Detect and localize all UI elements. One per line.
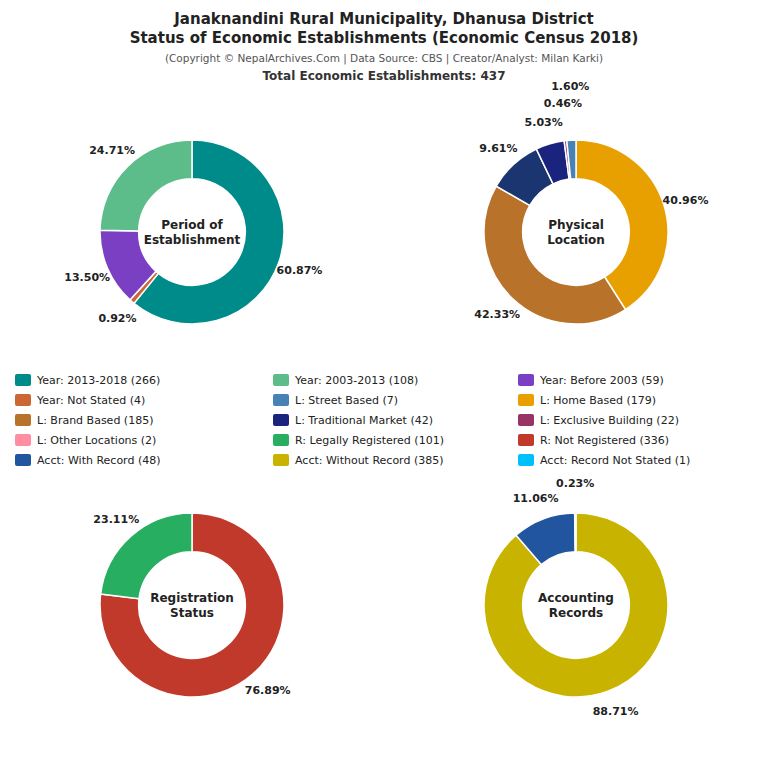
legend-swatch [273,434,289,446]
legend-swatch [273,454,289,466]
donut-slice [575,513,576,552]
data-label: 1.60% [551,80,589,93]
donut-center-label: Period ofEstablishment [144,218,241,247]
legend-label: R: Not Registered (336) [540,434,669,447]
annotation: Total Economic Establishments: 437 [263,69,506,83]
legend-swatch [15,394,31,406]
donut-slice [536,141,569,184]
legend-swatch [518,454,534,466]
donut-center-label: AccountingRecords [538,591,614,620]
data-label: 40.96% [663,194,709,207]
legend-label: L: Home Based (179) [540,394,656,407]
data-label: 23.11% [93,513,139,526]
donut-chart: Period ofEstablishment 60.87% 0.92% 13.50% 2… [64,140,322,325]
data-label: 24.71% [89,144,135,157]
legend-label: Year: 2003-2013 (108) [294,374,418,387]
legend-swatch [15,374,31,386]
chart-root: Janaknandini Rural Municipality, Dhanusa… [0,0,768,768]
donut-slice [484,513,668,697]
legend-swatch [518,414,534,426]
legend-swatch [518,394,534,406]
data-label: 0.92% [98,312,136,325]
data-label: 5.03% [525,116,563,129]
legend-label: Year: Not Stated (4) [36,394,145,407]
donut-center-label: RegistrationStatus [150,591,234,620]
legend-label: L: Street Based (7) [295,394,398,407]
legend-swatch [15,414,31,426]
title: Janaknandini Rural Municipality, Dhanusa… [130,10,639,47]
data-label: 11.06% [513,492,559,505]
data-label: 42.33% [474,308,520,321]
data-label: 88.71% [593,705,639,718]
donut-center-label: PhysicalLocation [547,218,605,247]
data-label: 60.87% [277,264,323,277]
legend-label: R: Legally Registered (101) [295,434,444,447]
data-label: 9.61% [479,142,517,155]
legend: Year: 2013-2018 (266) Year: Not Stated (4… [15,374,690,467]
legend-swatch [273,414,289,426]
legend-swatch [273,394,289,406]
legend-label: L: Traditional Market (42) [295,414,433,427]
donut-chart: AccountingRecords 88.71% 11.06% 0.23% [484,477,668,719]
data-label: 13.50% [64,271,110,284]
legend-label: Acct: Record Not Stated (1) [540,454,690,467]
legend-label: L: Other Locations (2) [37,434,156,447]
subtitle: (Copyright © NepalArchives.Com | Data So… [165,52,603,65]
legend-label: Year: Before 2003 (59) [539,374,664,387]
legend-swatch [518,434,534,446]
donut-chart: RegistrationStatus 76.89% 23.11% [93,513,290,697]
data-label: 0.23% [556,477,594,490]
legend-swatch [15,454,31,466]
donut-slice [100,513,284,697]
legend-swatch [518,374,534,386]
legend-swatch [15,434,31,446]
legend-label: Year: 2013-2018 (266) [36,374,160,387]
donut-slice [567,140,576,179]
data-label: 76.89% [245,684,291,697]
legend-label: Acct: With Record (48) [37,454,161,467]
donut-slice [484,186,625,324]
donut-chart: PhysicalLocation 40.96% 42.33% 9.61% 5.03% 0.… [474,80,708,324]
legend-label: L: Exclusive Building (22) [540,414,679,427]
donut-slice [516,513,575,565]
data-label: 0.46% [544,97,582,110]
legend-swatch [273,374,289,386]
legend-label: L: Brand Based (185) [37,414,153,427]
legend-label: Acct: Without Record (385) [295,454,444,467]
